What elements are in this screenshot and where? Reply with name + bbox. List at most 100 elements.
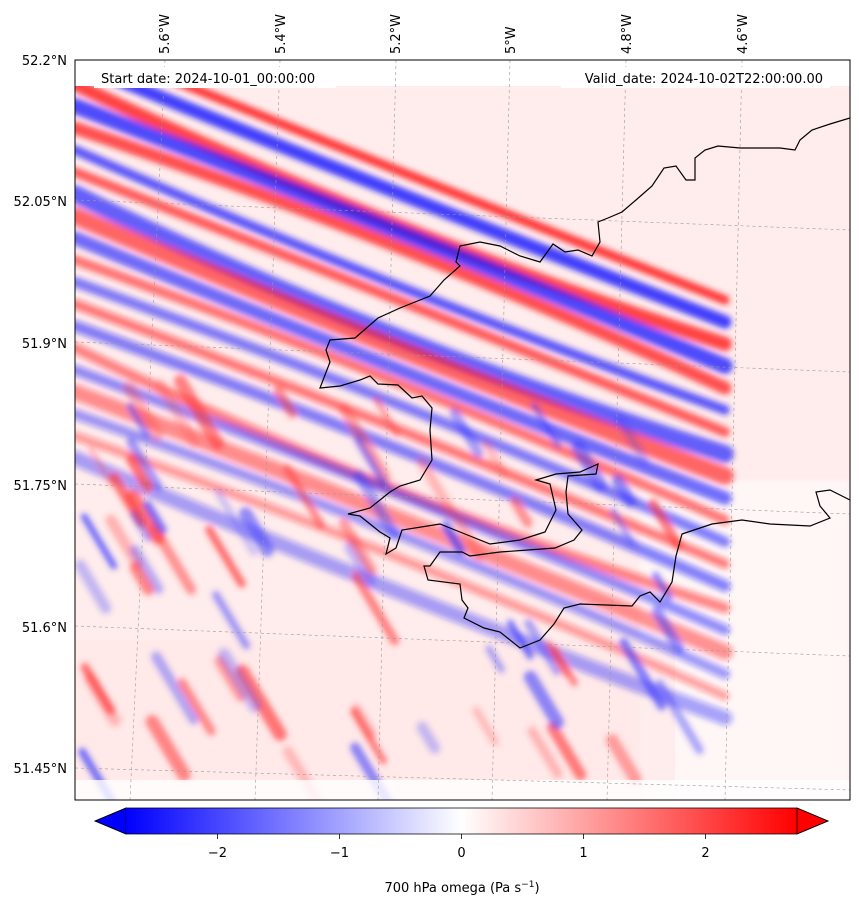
descent-cell xyxy=(523,670,564,729)
descent-cell xyxy=(651,606,685,654)
ascent-cell xyxy=(273,385,298,419)
ascent-cell xyxy=(472,706,499,746)
descent-cell xyxy=(75,559,112,614)
ascent-cell xyxy=(154,379,201,448)
valid-date-label: Valid_date: 2024-10-02T22:00:00.00 xyxy=(585,72,823,87)
ascent-cell xyxy=(145,714,191,782)
descent-band xyxy=(75,450,733,726)
start-date-box xyxy=(94,67,336,88)
ascent-cell xyxy=(338,403,391,483)
descent-cell xyxy=(129,544,164,595)
descent-cell xyxy=(212,590,251,650)
ascent-cell xyxy=(605,734,642,786)
ascent-band xyxy=(75,167,730,437)
descent-cell xyxy=(126,402,151,439)
descent-cell xyxy=(238,507,274,557)
descent-cell xyxy=(651,571,673,601)
colorbar-tick-label: 1 xyxy=(579,846,587,861)
ascent-cell xyxy=(510,496,533,528)
lon-label-4-8w: 4.8°W xyxy=(620,14,635,54)
colorbar-label: 700 hPa omega (Pa s−1) xyxy=(384,880,539,896)
ascent-cell xyxy=(173,374,224,450)
descent-cell xyxy=(214,488,258,556)
descent-cell xyxy=(524,618,562,676)
ascent-cell xyxy=(105,514,143,570)
ascent-cell xyxy=(205,525,246,588)
descent-cell xyxy=(80,513,118,570)
lon-label-5w: 5°W xyxy=(504,26,519,54)
ascent-cell xyxy=(481,439,509,479)
lon-label-5-2w: 5.2°W xyxy=(389,14,404,54)
longitude-labels: 5.6°W 5.4°W 5.2°W 5°W 4.8°W 4.6°W xyxy=(158,14,751,54)
descent-cell xyxy=(531,402,562,449)
ascent-cell xyxy=(338,518,377,576)
lat-label-51-45n: 51.45°N xyxy=(14,762,67,777)
colorbar-extend-max xyxy=(796,807,830,835)
colorbar: −2 −1 0 1 2 700 hPa omega (Pa s−1) xyxy=(93,807,830,896)
descent-band xyxy=(75,320,731,592)
lat-label-52-05n: 52.05°N xyxy=(14,195,67,210)
colorbar-gradient xyxy=(126,808,797,834)
descent-cell xyxy=(655,679,704,755)
descent-band xyxy=(75,276,731,548)
ascent-band xyxy=(75,384,733,660)
ascent-cell xyxy=(452,515,485,562)
ascent-cell xyxy=(546,722,587,781)
lat-label-51-6n: 51.6°N xyxy=(22,621,67,636)
lon-label-4-6w: 4.6°W xyxy=(736,14,751,54)
descent-cell xyxy=(615,415,649,465)
descent-cell xyxy=(350,742,393,800)
lon-label-5-4w: 5.4°W xyxy=(274,14,289,54)
descent-band xyxy=(75,408,731,680)
ascent-cell xyxy=(122,381,164,442)
ascent-cell xyxy=(351,704,377,739)
descent-cell xyxy=(126,437,163,491)
descent-cell xyxy=(609,507,636,547)
descent-band xyxy=(75,231,732,505)
ascent-cell xyxy=(129,562,155,596)
valid-date-box xyxy=(561,67,830,88)
descent-cell xyxy=(619,637,667,711)
map-frame xyxy=(74,59,851,801)
colorbar-tick-label: 2 xyxy=(701,846,709,861)
lon-label-5-6w: 5.6°W xyxy=(158,14,173,54)
descent-cell xyxy=(485,645,505,673)
descent-band xyxy=(75,60,732,329)
descent-cell xyxy=(611,474,637,508)
ascent-cell xyxy=(648,498,684,551)
descent-cell xyxy=(217,648,262,713)
ascent-band xyxy=(75,121,732,395)
descent-cell xyxy=(353,470,400,541)
descent-cell xyxy=(441,521,466,555)
descent-cell xyxy=(151,651,200,725)
colorbar-extend-min xyxy=(93,807,127,835)
descent-cell xyxy=(344,540,377,587)
ascent-cell xyxy=(283,464,325,529)
lat-label-52-2n: 52.2°N xyxy=(22,54,67,69)
ascent-cell xyxy=(544,640,570,677)
ascent-cell xyxy=(83,672,121,727)
colorbar-tick-label: 0 xyxy=(457,846,465,861)
ascent-cell xyxy=(214,655,247,702)
ascent-cell xyxy=(177,678,216,736)
ascent-cell xyxy=(351,571,400,646)
latitude-labels: 52.2°N 52.05°N 51.9°N 51.75°N 51.6°N 51.… xyxy=(14,54,67,777)
ascent-cell xyxy=(126,489,165,545)
ascent-band xyxy=(75,255,730,525)
descent-cell xyxy=(449,407,484,458)
descent-cell xyxy=(571,441,608,492)
lat-label-51-9n: 51.9°N xyxy=(22,337,67,352)
ascent-cell xyxy=(235,664,287,741)
lat-label-51-75n: 51.75°N xyxy=(14,479,67,494)
descent-cell xyxy=(143,500,167,535)
descent-cell xyxy=(130,510,152,542)
descent-cell xyxy=(416,721,441,754)
colorbar-tick-label: −1 xyxy=(330,846,349,861)
descent-band xyxy=(75,145,730,415)
colorbar-tick-label: −2 xyxy=(208,846,227,861)
descent-cell xyxy=(353,435,389,488)
omega-field xyxy=(75,60,850,800)
ascent-cell xyxy=(87,446,115,488)
descent-band xyxy=(75,98,733,374)
